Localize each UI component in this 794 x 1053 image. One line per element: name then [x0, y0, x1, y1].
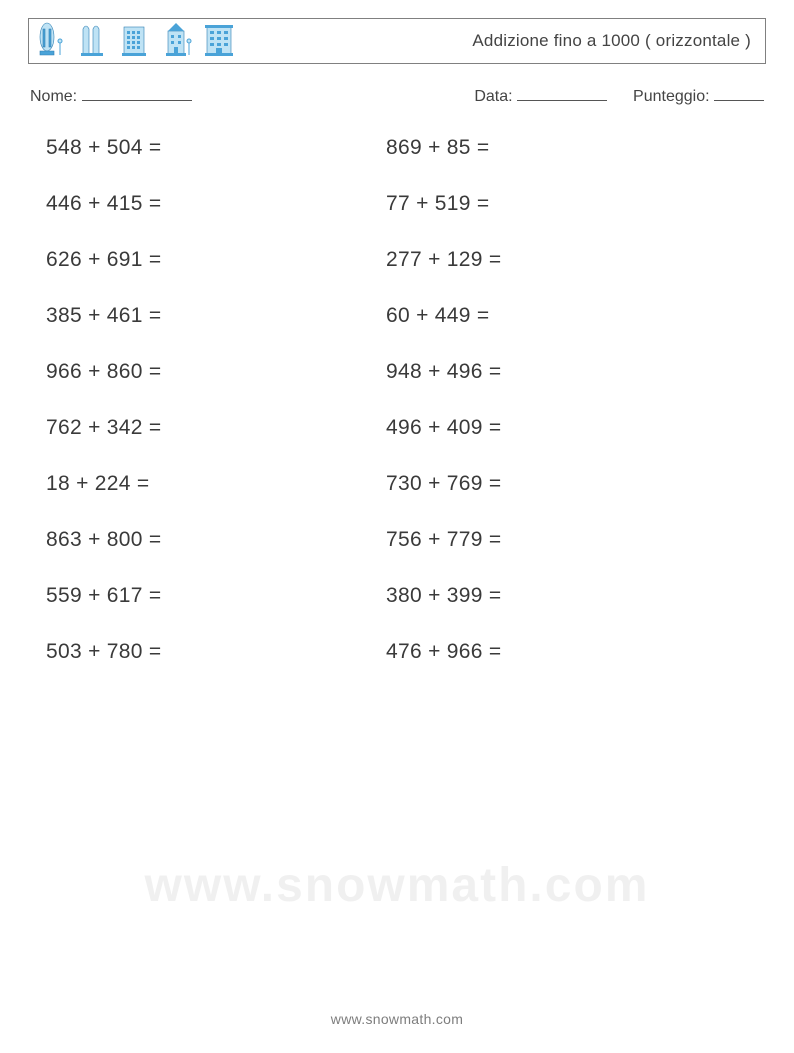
- date-label: Data:: [474, 88, 512, 105]
- problem-item: 60 + 449 =: [386, 304, 726, 328]
- date-blank[interactable]: [517, 86, 607, 101]
- problem-item: 756 + 779 =: [386, 528, 726, 552]
- problem-item: 277 + 129 =: [386, 248, 726, 272]
- building-icon: [161, 21, 195, 62]
- building-icon: [119, 21, 153, 62]
- problems-area: 548 + 504 =869 + 85 = 446 + 415 =77 + 519…: [28, 136, 766, 664]
- problem-item: 966 + 860 =: [46, 360, 386, 384]
- problem-item: 948 + 496 =: [386, 360, 726, 384]
- problem-item: 626 + 691 =: [46, 248, 386, 272]
- header-box: Addizione fino a 1000 ( orizzontale ): [28, 18, 766, 64]
- score-blank[interactable]: [714, 86, 764, 101]
- problem-item: 446 + 415 =: [46, 192, 386, 216]
- meta-row: Nome: Data: Punteggio:: [28, 86, 766, 106]
- problem-item: 380 + 399 =: [386, 584, 726, 608]
- problem-item: 762 + 342 =: [46, 416, 386, 440]
- name-field: Nome:: [30, 86, 192, 106]
- problem-item: 496 + 409 =: [386, 416, 726, 440]
- building-icon: [35, 21, 69, 62]
- problem-item: 385 + 461 =: [46, 304, 386, 328]
- score-field: Punteggio:: [633, 86, 764, 106]
- date-field: Data:: [474, 86, 607, 106]
- problem-item: 559 + 617 =: [46, 584, 386, 608]
- problem-item: 730 + 769 =: [386, 472, 726, 496]
- problems-grid: 548 + 504 =869 + 85 = 446 + 415 =77 + 519…: [46, 136, 766, 664]
- problem-item: 869 + 85 =: [386, 136, 726, 160]
- problem-item: 503 + 780 =: [46, 640, 386, 664]
- problem-item: 77 + 519 =: [386, 192, 726, 216]
- building-icon: [77, 21, 111, 62]
- problem-item: 548 + 504 =: [46, 136, 386, 160]
- problem-item: 18 + 224 =: [46, 472, 386, 496]
- name-blank[interactable]: [82, 86, 192, 101]
- problem-item: 476 + 966 =: [386, 640, 726, 664]
- problem-item: 863 + 800 =: [46, 528, 386, 552]
- worksheet-page: Addizione fino a 1000 ( orizzontale ) No…: [0, 0, 794, 664]
- name-label: Nome:: [30, 88, 77, 105]
- footer-url: www.snowmath.com: [0, 1011, 794, 1027]
- score-label: Punteggio:: [633, 88, 710, 105]
- worksheet-title: Addizione fino a 1000 ( orizzontale ): [472, 31, 751, 51]
- building-icon: [203, 21, 237, 62]
- building-icon-row: [35, 21, 237, 62]
- watermark: www.snowmath.com: [0, 858, 794, 913]
